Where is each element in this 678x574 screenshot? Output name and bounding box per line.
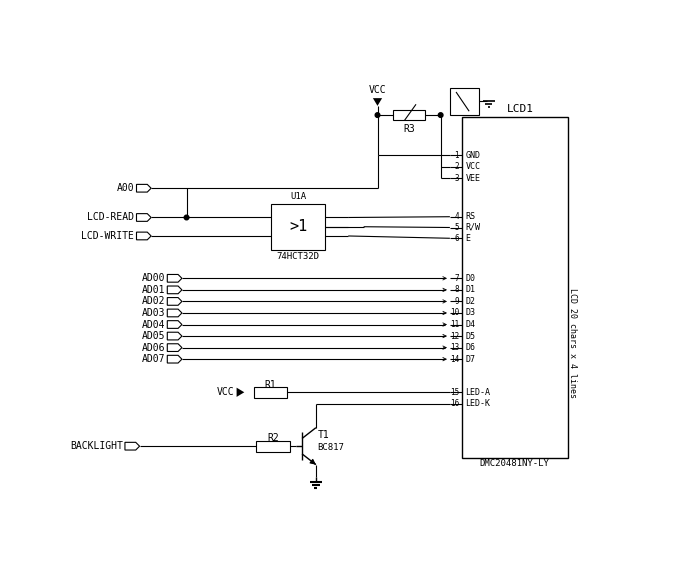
Text: 3: 3 bbox=[454, 174, 459, 183]
Bar bbox=[393, 110, 425, 121]
Text: 6: 6 bbox=[454, 234, 459, 243]
Text: 1: 1 bbox=[454, 150, 459, 160]
Text: LED-A: LED-A bbox=[465, 388, 490, 397]
Text: 14: 14 bbox=[450, 355, 459, 364]
Text: 10: 10 bbox=[450, 308, 459, 317]
Text: BC817: BC817 bbox=[317, 443, 344, 452]
Bar bbox=[254, 387, 287, 398]
Text: LCD1: LCD1 bbox=[507, 104, 534, 114]
Text: D4: D4 bbox=[465, 320, 475, 329]
Text: D1: D1 bbox=[465, 285, 475, 294]
Text: 15: 15 bbox=[450, 388, 459, 397]
Text: VEE: VEE bbox=[465, 174, 480, 183]
Circle shape bbox=[184, 215, 189, 220]
Bar bbox=[271, 204, 325, 250]
Text: BACKLIGHT: BACKLIGHT bbox=[70, 441, 123, 451]
Circle shape bbox=[375, 113, 380, 118]
Text: R1: R1 bbox=[264, 379, 277, 390]
Text: D6: D6 bbox=[465, 343, 475, 352]
Text: A00: A00 bbox=[117, 183, 134, 193]
Text: DMC20481NY-LY: DMC20481NY-LY bbox=[479, 459, 549, 468]
Text: 2: 2 bbox=[454, 162, 459, 171]
Text: LCD-READ: LCD-READ bbox=[87, 212, 134, 223]
Text: LED-K: LED-K bbox=[465, 400, 490, 408]
Text: 8: 8 bbox=[454, 285, 459, 294]
Text: AD04: AD04 bbox=[142, 320, 165, 329]
Text: D5: D5 bbox=[465, 332, 475, 340]
Text: 12: 12 bbox=[450, 332, 459, 340]
Circle shape bbox=[439, 113, 443, 118]
Text: AD06: AD06 bbox=[142, 343, 165, 352]
Text: U1A: U1A bbox=[290, 192, 306, 201]
Polygon shape bbox=[237, 387, 244, 397]
Text: AD01: AD01 bbox=[142, 285, 165, 295]
Text: RS: RS bbox=[465, 212, 475, 221]
Text: R2: R2 bbox=[267, 433, 279, 444]
Text: 74HCT32D: 74HCT32D bbox=[277, 252, 320, 261]
Text: 4: 4 bbox=[454, 212, 459, 221]
Text: LCD-WRITE: LCD-WRITE bbox=[81, 231, 134, 241]
Text: AD02: AD02 bbox=[142, 296, 165, 307]
Text: D2: D2 bbox=[465, 297, 475, 306]
Text: AD00: AD00 bbox=[142, 273, 165, 284]
Text: D0: D0 bbox=[465, 274, 475, 283]
Text: VCC: VCC bbox=[217, 387, 235, 397]
Polygon shape bbox=[373, 98, 382, 106]
Text: 16: 16 bbox=[450, 400, 459, 408]
Text: GND: GND bbox=[465, 150, 480, 160]
Text: 5: 5 bbox=[454, 223, 459, 232]
Text: R3: R3 bbox=[403, 125, 415, 134]
Bar bbox=[450, 88, 479, 115]
Text: AD05: AD05 bbox=[142, 331, 165, 341]
Text: AD03: AD03 bbox=[142, 308, 165, 318]
Text: AD07: AD07 bbox=[142, 354, 165, 364]
Bar bbox=[256, 441, 290, 452]
Text: D3: D3 bbox=[465, 308, 475, 317]
Text: T1: T1 bbox=[317, 430, 330, 440]
Text: VCC: VCC bbox=[369, 85, 386, 95]
Text: 7: 7 bbox=[454, 274, 459, 283]
Text: LCD 20 chars x 4 lines: LCD 20 chars x 4 lines bbox=[567, 288, 577, 398]
Text: E: E bbox=[465, 234, 471, 243]
Text: >1: >1 bbox=[289, 219, 307, 234]
Text: 13: 13 bbox=[450, 343, 459, 352]
Text: VCC: VCC bbox=[465, 162, 480, 171]
Text: D7: D7 bbox=[465, 355, 475, 364]
Bar bbox=[462, 118, 567, 457]
Text: 9: 9 bbox=[454, 297, 459, 306]
Text: 11: 11 bbox=[450, 320, 459, 329]
Text: R/W: R/W bbox=[465, 223, 480, 232]
